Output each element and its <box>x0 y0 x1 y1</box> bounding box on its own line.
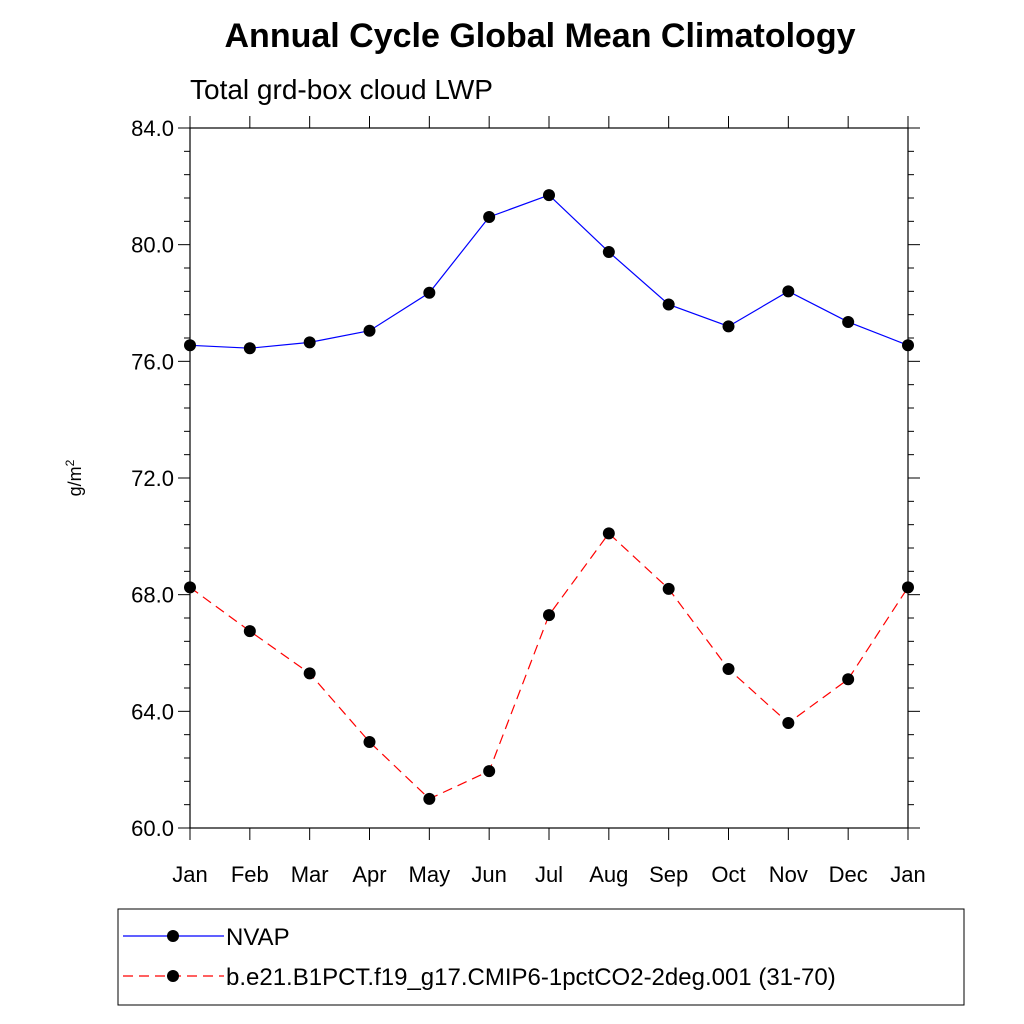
y-axis-label-superscript: 2 <box>63 459 77 466</box>
legend: NVAP b.e21.B1PCT.f19_g17.CMIP6-1pctCO2-2d… <box>117 908 965 1006</box>
series-1-point <box>722 320 735 333</box>
series-2-point <box>782 717 795 729</box>
series-1-point <box>543 189 555 202</box>
y-tick-label: 84.0 <box>131 116 174 141</box>
legend-marker-1 <box>167 930 179 942</box>
series-2-point <box>363 735 376 748</box>
x-tick-label: May <box>409 862 451 887</box>
series-2-point <box>184 581 196 594</box>
series-1-point <box>483 210 496 223</box>
x-tick-label: Sep <box>649 862 688 887</box>
series-1-point <box>243 342 256 355</box>
x-tick-label: Apr <box>352 862 386 887</box>
plot-frame <box>189 127 909 829</box>
series-2-point <box>483 765 496 778</box>
y-tick-label: 64.0 <box>131 699 174 724</box>
x-tick-label: Oct <box>711 862 745 887</box>
y-tick-label: 72.0 <box>131 466 174 491</box>
x-tick-label: Mar <box>291 862 329 887</box>
legend-marker-2 <box>167 970 179 982</box>
y-axis-label: g/m2 <box>63 459 85 496</box>
series-2-point <box>722 663 735 676</box>
y-tick-label: 60.0 <box>131 816 174 841</box>
legend-box <box>117 908 965 1006</box>
series-1-point <box>782 285 795 298</box>
y-axis-label-base: g/m <box>65 466 85 496</box>
y-tick-label: 68.0 <box>131 583 174 608</box>
x-tick-label: Jul <box>535 862 563 887</box>
y-tick-label: 80.0 <box>131 233 174 258</box>
series-1-point <box>602 245 615 258</box>
series-1-point <box>184 339 196 352</box>
y-tick-label: 76.0 <box>131 349 174 374</box>
series-group <box>184 189 914 805</box>
x-tick-label: Aug <box>589 862 628 887</box>
series-2-point <box>243 625 256 638</box>
x-tick-label: Nov <box>769 862 808 887</box>
series-1-point <box>842 315 855 328</box>
series-2-point <box>423 792 436 805</box>
series-2-point <box>662 582 675 595</box>
x-tick-label: Jan <box>172 862 207 887</box>
axes: Jan Feb Mar Apr May Jun Jul Aug Sep Oct Nov Dec Jan 6… <box>131 116 926 887</box>
x-tick-label: Jan <box>890 862 925 887</box>
series-1-point <box>363 324 376 337</box>
chart-title: Annual Cycle Global Mean Climatology <box>225 17 856 55</box>
series-2-point <box>303 667 316 680</box>
chart-subtitle: Total grd-box cloud LWP <box>190 74 493 105</box>
series-line-2 <box>189 532 909 800</box>
x-tick-label: Jun <box>471 862 506 887</box>
series-2-point <box>902 581 914 594</box>
series-1-point <box>423 286 436 299</box>
x-tick-label: Feb <box>231 862 269 887</box>
series-2-point <box>543 609 555 622</box>
series-1-point <box>902 339 914 352</box>
series-2-point <box>842 673 855 686</box>
legend-label-1: NVAP <box>226 924 290 951</box>
series-line-1 <box>189 194 909 349</box>
x-tick-label: Dec <box>829 862 868 887</box>
legend-label-2: b.e21.B1PCT.f19_g17.CMIP6-1pctCO2-2deg.0… <box>226 964 836 991</box>
series-1-point <box>303 336 316 349</box>
series-1-point <box>662 298 675 311</box>
series-2-point <box>602 527 615 540</box>
